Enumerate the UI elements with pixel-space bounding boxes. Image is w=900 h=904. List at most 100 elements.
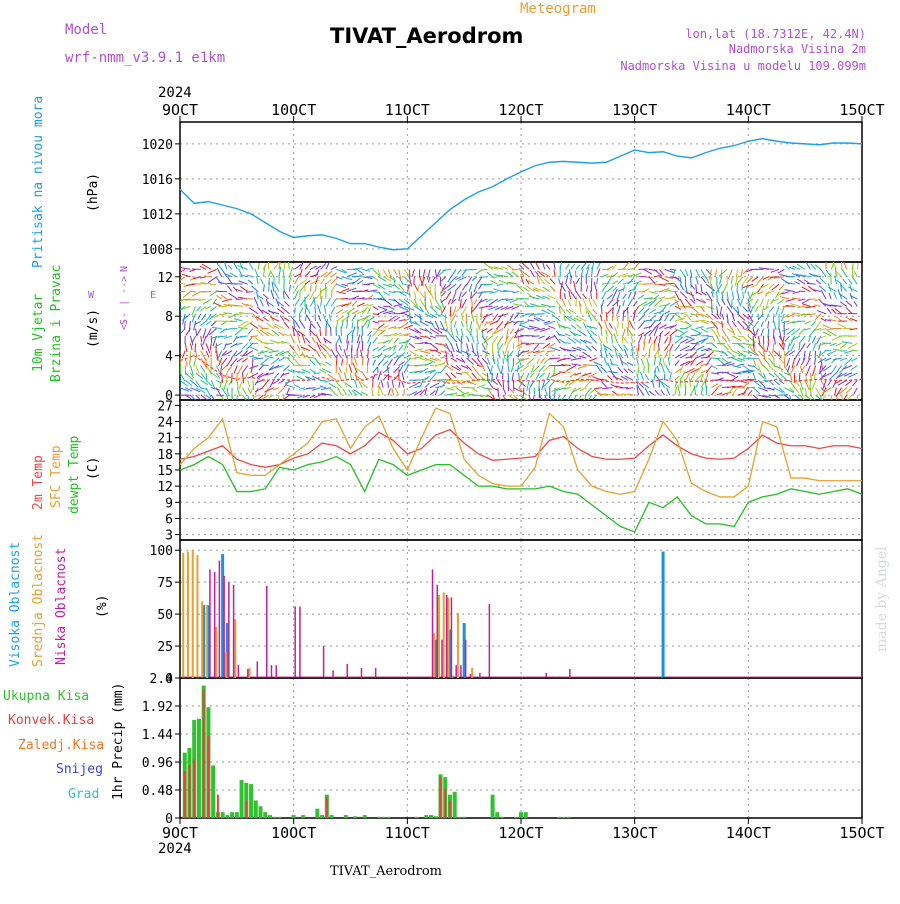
wind-arrow (200, 277, 206, 278)
wind-arrow (654, 349, 659, 358)
wind-arrow (394, 374, 399, 380)
mid-cloud-bar (471, 668, 473, 678)
wind-arrow (487, 272, 493, 277)
wind-arrow (242, 358, 248, 362)
wind-arrow (394, 338, 399, 343)
wind-arrow (456, 373, 462, 374)
wind-arrow (352, 335, 353, 343)
wind-arrow (368, 321, 370, 328)
wind-arrow (344, 372, 347, 380)
wind-arrow (414, 292, 416, 300)
wind-arrow (795, 282, 800, 285)
wind-arrow (644, 320, 653, 321)
wind-arrow (201, 336, 202, 342)
wind-arrow (776, 306, 779, 314)
wind-arrow (305, 271, 310, 277)
wind-arrow (785, 265, 790, 269)
wind-arrow (838, 323, 847, 328)
wind-arrow (283, 291, 284, 299)
total-precip-bar (225, 815, 229, 818)
wind-title-1: 10m Vjetar (31, 294, 46, 372)
wind-arrow (383, 269, 387, 277)
wind-arrow (420, 380, 424, 388)
wind-arrow (597, 278, 598, 284)
mid-cloud-bar (201, 601, 203, 678)
wind-arrow (545, 321, 555, 325)
y-tick-label: 12 (157, 480, 173, 495)
wind-arrow (774, 380, 780, 385)
wind-arrow (737, 329, 741, 335)
wind-arrow (216, 373, 219, 379)
wind-arrow (502, 299, 508, 300)
wind-arrow (388, 269, 391, 277)
wind-arrow (622, 322, 623, 328)
wind-arrow (771, 269, 779, 272)
wind-arrow-field (171, 259, 862, 406)
wind-arrow (196, 366, 200, 374)
wind-arrow (680, 292, 687, 299)
wind-arrow (601, 343, 602, 350)
y-tick-label: 8 (165, 310, 173, 325)
wind-arrow (373, 306, 379, 309)
wind-arrow (550, 286, 555, 291)
wind-arrow (451, 351, 453, 358)
wind-arrow (777, 299, 784, 304)
mid-cloud-bar (192, 550, 194, 678)
wind-arrow (799, 336, 805, 344)
wind-arrow (326, 298, 330, 306)
wind-arrow (590, 336, 597, 344)
wind-arrow (210, 292, 216, 296)
wind-arrow (553, 395, 555, 402)
wind-arrow (472, 366, 478, 374)
wind-arrow (670, 336, 671, 343)
wind-arrow (526, 285, 535, 291)
mid-cloud-bar (443, 592, 445, 678)
wind-arrow (846, 388, 852, 394)
wind-arrow (409, 292, 410, 298)
wind-arrow (190, 380, 198, 387)
wind-arrow (337, 387, 341, 395)
wind-arrow (701, 284, 702, 291)
wind-arrow (819, 286, 826, 292)
wind-arrow (404, 325, 413, 328)
wind-arrow (440, 356, 447, 358)
wind-arrow (685, 314, 691, 320)
wind-arrow (627, 394, 633, 395)
wind-arrow (628, 322, 629, 329)
wind-arrow (741, 269, 743, 277)
wind-arrow (758, 351, 763, 357)
total-precip-bar (268, 815, 272, 818)
wind-arrow (805, 306, 815, 307)
low-cloud-bar (375, 668, 377, 678)
year-top: 2024 (158, 85, 192, 101)
wind-arrow (528, 329, 534, 330)
wind-arrow (711, 299, 712, 308)
wind-arrow (236, 373, 237, 381)
wind-arrow (638, 308, 644, 314)
wind-arrow (265, 388, 274, 392)
total-precip-bar (240, 780, 244, 818)
wind-arrow (814, 358, 815, 365)
wind-arrow (347, 355, 348, 365)
wind-arrow (435, 387, 438, 395)
total-precip-bar (524, 812, 528, 818)
wind-arrow (853, 380, 858, 386)
wind-arrow (784, 343, 785, 350)
wind-arrow (349, 390, 352, 395)
wind-arrow (342, 358, 343, 365)
dew-title: dewpt Temp (67, 436, 82, 514)
x-tick-label-top: 9OCT (162, 101, 198, 119)
wind-arrow (665, 283, 675, 284)
wind-arrow (854, 388, 858, 395)
wind-arrow (706, 292, 711, 300)
wind-arrow (428, 277, 430, 283)
wind-arrow (800, 343, 806, 352)
wind-arrow (857, 263, 858, 269)
wind-arrow (425, 388, 427, 395)
total-precip-bar (249, 784, 253, 818)
wind-arrow (264, 343, 273, 344)
wind-arrow (224, 380, 227, 389)
wind-arrow (409, 269, 410, 277)
wind-arrow (336, 382, 341, 388)
wind-arrow (228, 265, 232, 269)
